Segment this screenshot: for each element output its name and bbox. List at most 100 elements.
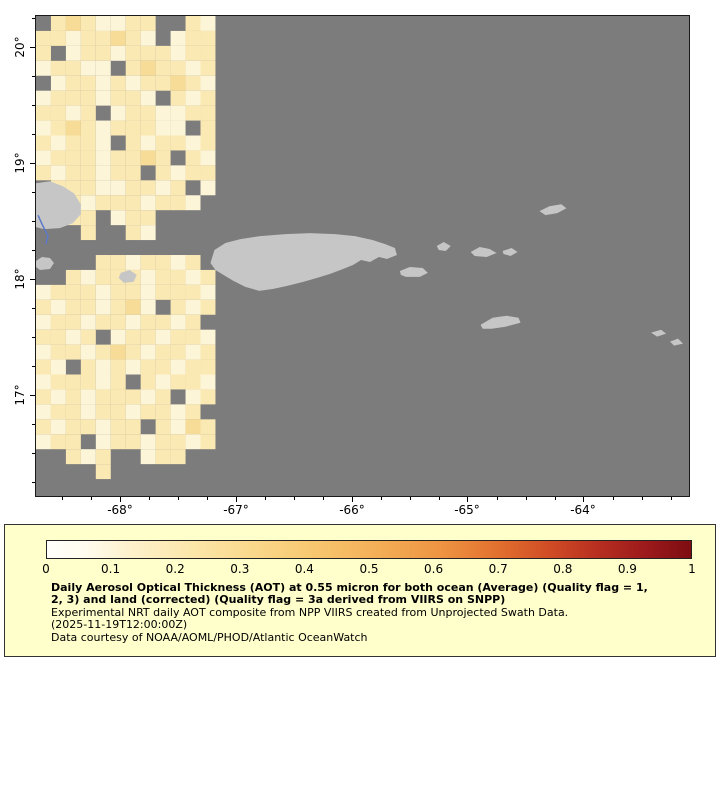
aot-data-cell: [125, 135, 141, 151]
aot-data-cell: [110, 120, 126, 136]
aot-data-cell: [80, 210, 96, 226]
aot-data-cell: [185, 30, 201, 46]
aot-data-cell: [80, 404, 96, 420]
aot-data-cell: [50, 419, 66, 435]
aot-data-cell: [95, 195, 111, 211]
aot-data-cell: [95, 120, 111, 136]
aot-data-cell: [95, 419, 111, 435]
landmass-st-croix: [480, 315, 521, 329]
aot-data-cell: [80, 60, 96, 76]
aot-data-cell: [140, 120, 156, 136]
aot-data-cell: [200, 389, 216, 405]
aot-data-cell: [140, 255, 156, 270]
aot-data-cell: [110, 374, 126, 390]
aot-data-cell: [170, 269, 186, 285]
landmass-anguilla: [651, 329, 667, 337]
x-axis-minor-tick: [555, 497, 556, 500]
aot-data-cell: [125, 120, 141, 136]
aot-data-cell: [170, 419, 186, 435]
aot-data-cell: [140, 269, 156, 285]
aot-data-cell: [125, 359, 141, 375]
aot-data-cell: [36, 120, 51, 136]
aot-data-cell: [95, 135, 111, 151]
aot-data-cell: [170, 75, 186, 91]
aot-data-cell: [155, 284, 171, 300]
y-axis-tick: [30, 395, 35, 396]
landmass-mona: [118, 269, 137, 283]
y-axis-minor-tick: [32, 250, 35, 251]
aot-data-cell: [110, 389, 126, 405]
aot-data-cell: [170, 180, 186, 196]
aot-data-cell: [80, 150, 96, 166]
aot-data-cell: [125, 75, 141, 91]
aot-data-cell: [65, 404, 81, 420]
aot-data-cell: [140, 195, 156, 211]
y-axis-minor-tick: [32, 105, 35, 106]
x-axis-tick-label: -65°: [454, 503, 480, 517]
colorbar-tick-label: 0.2: [165, 562, 185, 576]
aot-data-cell: [110, 419, 126, 435]
aot-data-cell: [80, 45, 96, 61]
x-axis-tick: [583, 497, 584, 502]
aot-data-cell: [95, 404, 111, 420]
aot-data-cell: [65, 30, 81, 46]
colorbar-tick-label: 0.1: [101, 562, 121, 576]
aot-data-cell: [80, 16, 96, 31]
aot-data-cell: [155, 419, 171, 435]
aot-data-cell: [80, 329, 96, 345]
x-axis-tick: [467, 497, 468, 502]
x-axis-tick: [120, 497, 121, 502]
aot-data-cell: [125, 344, 141, 360]
aot-data-cell: [50, 299, 66, 315]
aot-data-cell: [65, 75, 81, 91]
aot-data-cell: [65, 374, 81, 390]
x-axis-minor-tick: [497, 497, 498, 500]
y-axis-minor-tick: [32, 76, 35, 77]
aot-data-cell: [80, 180, 96, 196]
aot-data-cell: [50, 344, 66, 360]
aot-data-cell: [110, 45, 126, 61]
aot-data-cell: [200, 374, 216, 390]
aot-data-cell: [36, 165, 51, 181]
aot-data-cell: [80, 195, 96, 211]
river-line: [37, 214, 49, 245]
aot-data-cell: [185, 195, 201, 211]
y-axis-minor-tick: [32, 221, 35, 222]
aot-data-cell: [36, 434, 51, 450]
aot-data-cell: [155, 180, 171, 196]
y-axis-minor-tick: [32, 192, 35, 193]
aot-data-cell: [95, 60, 111, 76]
x-axis-minor-tick: [381, 497, 382, 500]
landmass-tortola-virgin-gorda: [539, 204, 567, 216]
x-axis-minor-tick: [294, 497, 295, 500]
aot-data-cell: [95, 299, 111, 315]
aot-data-cell: [95, 284, 111, 300]
x-axis-tick-label: -67°: [223, 503, 249, 517]
aot-data-cell: [36, 419, 51, 435]
aot-data-cell: [65, 434, 81, 450]
aot-data-cell: [36, 389, 51, 405]
aot-data-cell: [155, 195, 171, 211]
aot-data-cell: [95, 359, 111, 375]
aot-data-cell: [125, 105, 141, 121]
legend-panel: Daily Aerosol Optical Thickness (AOT) at…: [4, 524, 716, 657]
y-axis-minor-tick: [32, 424, 35, 425]
aot-data-cell: [140, 105, 156, 121]
aot-data-cell: [125, 210, 141, 226]
x-axis-tick-label: -66°: [339, 503, 365, 517]
aot-data-cell: [95, 374, 111, 390]
legend-caption: Daily Aerosol Optical Thickness (AOT) at…: [51, 581, 648, 644]
aot-data-cell: [185, 374, 201, 390]
aot-data-cell: [155, 329, 171, 345]
landmass-hispaniola-east-tip: [36, 181, 81, 230]
aot-data-cell: [140, 180, 156, 196]
landmass-vieques: [399, 266, 428, 277]
y-axis-minor-tick: [32, 134, 35, 135]
aot-data-cell: [110, 404, 126, 420]
aot-data-cell: [80, 359, 96, 375]
aot-data-cell: [80, 90, 96, 106]
y-axis-tick-label: 19°: [13, 152, 27, 174]
aot-data-cell: [80, 374, 96, 390]
aot-data-cell: [95, 180, 111, 196]
aot-data-cell: [170, 90, 186, 106]
